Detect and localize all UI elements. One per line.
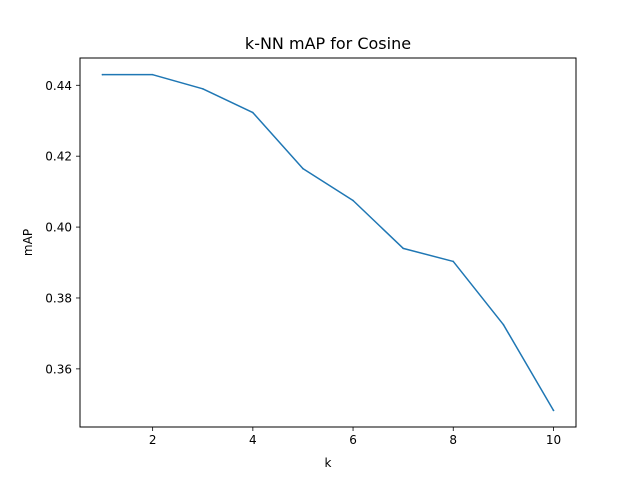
y-axis-label: mAP: [21, 229, 35, 256]
data-point: [151, 73, 154, 76]
axes-frame: [79, 57, 577, 428]
data-point: [452, 260, 455, 263]
x-tick-label: 8: [449, 433, 457, 447]
y-tick-label: 0.38: [45, 291, 72, 305]
data-point: [552, 409, 555, 412]
x-axis-label: k: [325, 456, 332, 470]
y-tick-label: 0.42: [45, 150, 72, 164]
chart-title: k-NN mAP for Cosine: [245, 34, 411, 53]
plot-area: [79, 57, 577, 428]
data-point: [302, 167, 304, 170]
series-line: [101, 73, 555, 412]
data-point: [352, 199, 354, 202]
data-point: [402, 247, 404, 250]
x-tick-label: 10: [546, 433, 561, 447]
y-axis-ticks: 0.36 0.38 0.40 0.42 0.44: [45, 79, 80, 376]
x-tick-label: 6: [349, 433, 357, 447]
x-tick-label: 4: [249, 433, 257, 447]
series-layer: [101, 73, 555, 412]
y-tick-label: 0.36: [45, 362, 72, 376]
x-axis-ticks: 2 4 6 8 10: [149, 427, 561, 447]
data-point: [101, 73, 104, 76]
x-tick-label: 2: [149, 433, 157, 447]
y-tick-label: 0.44: [45, 79, 72, 93]
data-point: [252, 111, 254, 114]
y-tick-label: 0.40: [45, 221, 72, 235]
data-point: [201, 88, 204, 90]
data-point: [502, 323, 505, 326]
